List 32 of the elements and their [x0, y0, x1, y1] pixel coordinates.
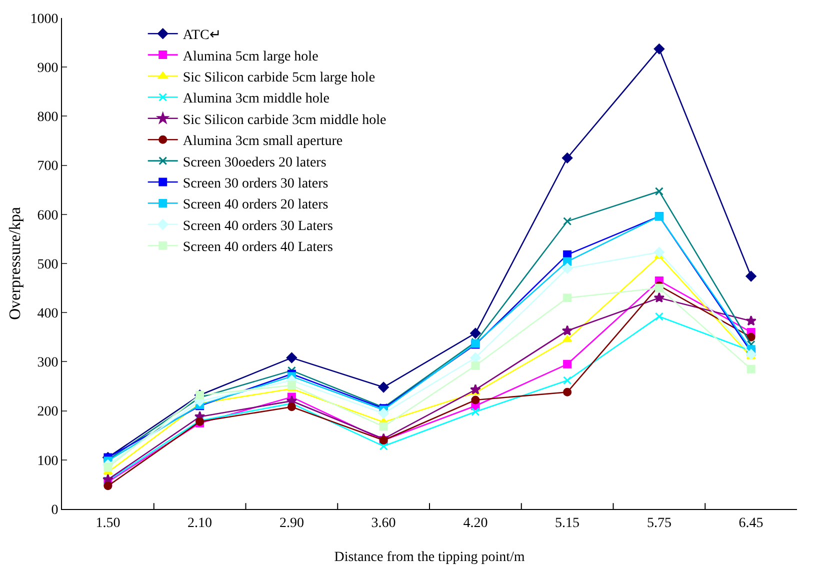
y-tick-label: 400	[37, 306, 58, 322]
x-tick-label: 5.75	[646, 516, 672, 531]
legend-label: Sic Silicon carbide 3cm middle hole	[182, 112, 386, 128]
x-tick-label: 1.50	[96, 516, 120, 531]
y-tick-label: 0	[51, 502, 58, 518]
x-tick-label: 5.15	[555, 516, 580, 531]
x-tick-label: 3.60	[371, 516, 396, 531]
y-tick-label: 900	[37, 61, 58, 76]
legend-label: Screen 30 orders 30 laters	[182, 176, 328, 192]
y-tick-label: 100	[37, 454, 58, 469]
legend-label: Screen 40 orders 30 Laters	[182, 218, 333, 234]
y-tick-label: 700	[37, 159, 58, 174]
legend-label: Screen 40 orders 20 laters	[182, 198, 328, 213]
x-tick-label: 2.10	[188, 516, 212, 531]
legend-label: Sic Silicon carbide 5cm large hole	[182, 70, 376, 86]
y-tick-label: 300	[37, 356, 58, 371]
legend-label: Screen 40 orders 40 Laters	[182, 240, 333, 256]
x-tick-label: 4.20	[463, 516, 488, 531]
x-tick-label: 6.45	[738, 516, 764, 531]
legend-label: Alumina 3cm middle hole	[182, 92, 330, 107]
y-tick-label: 200	[37, 404, 58, 420]
y-axis-title: Overpressure/kpa	[7, 207, 24, 320]
legend-label: Alumina 3cm small aperture	[182, 134, 343, 150]
x-axis-title: Distance from the tipping point/m	[334, 550, 525, 565]
legend-label: Screen 30oeders 20 laters	[182, 155, 326, 170]
y-tick-label: 800	[37, 110, 58, 126]
y-tick-label: 1000	[30, 12, 58, 27]
x-tick-label: 2.90	[279, 516, 304, 531]
legend-label: Alumina 5cm large hole	[182, 49, 318, 64]
y-tick-label: 600	[37, 208, 58, 224]
y-tick-label: 500	[37, 257, 58, 272]
legend-label: ATC↵	[182, 28, 222, 44]
